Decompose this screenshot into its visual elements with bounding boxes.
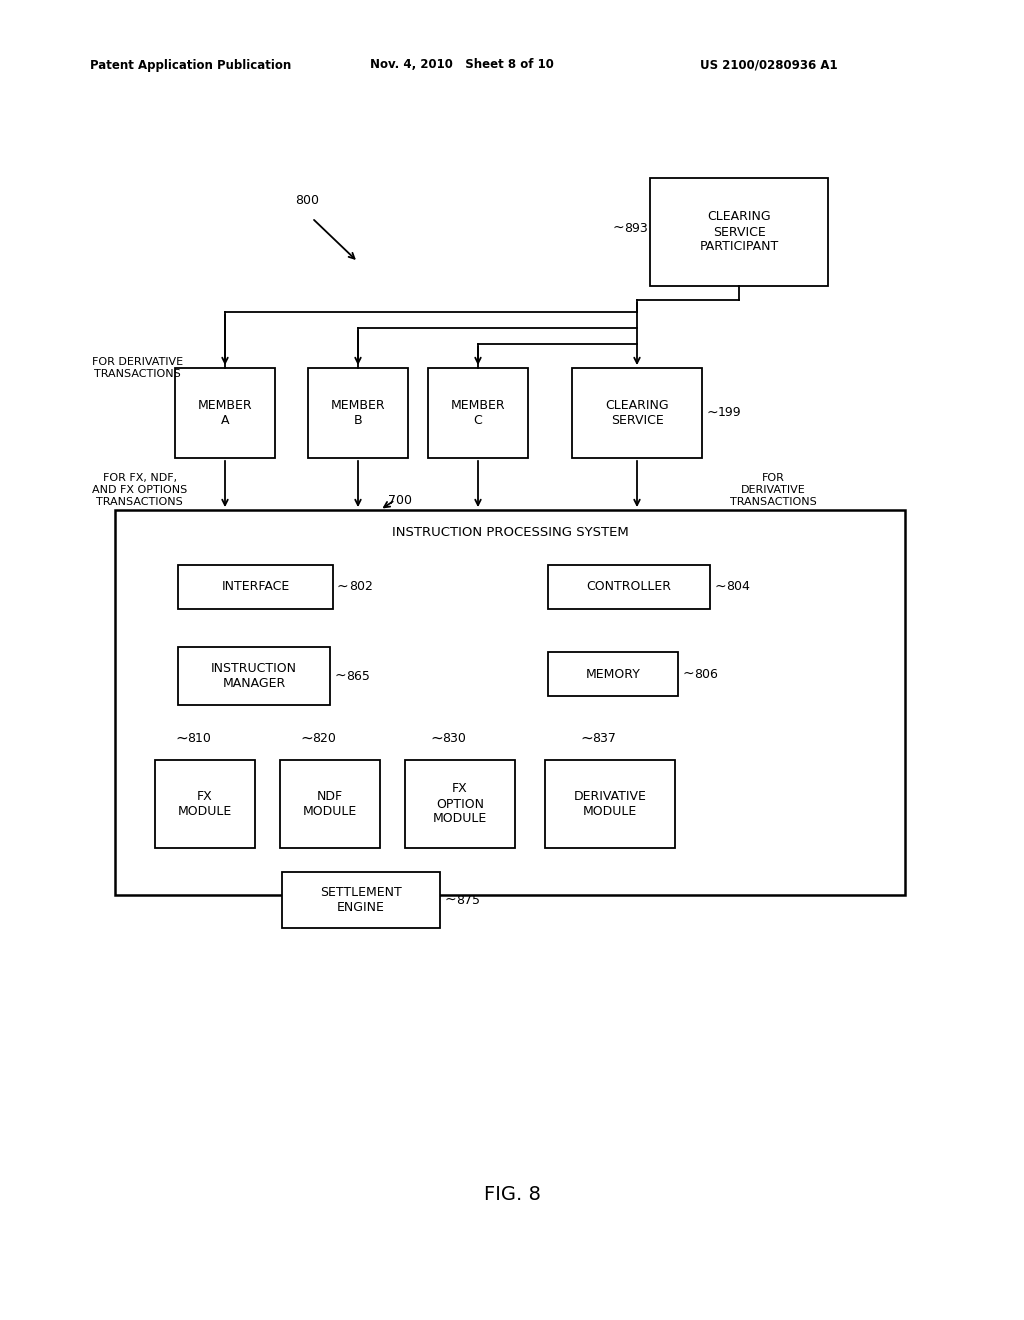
- Text: CONTROLLER: CONTROLLER: [587, 581, 672, 594]
- Text: INTERFACE: INTERFACE: [221, 581, 290, 594]
- Text: 802: 802: [349, 581, 373, 594]
- Text: ~: ~: [175, 730, 187, 746]
- Text: 830: 830: [442, 731, 466, 744]
- Text: Nov. 4, 2010   Sheet 8 of 10: Nov. 4, 2010 Sheet 8 of 10: [370, 58, 554, 71]
- Bar: [282, 873, 440, 928]
- Text: 875: 875: [456, 894, 480, 907]
- Bar: [175, 368, 275, 458]
- Text: 820: 820: [312, 731, 336, 744]
- Text: FIG. 8: FIG. 8: [483, 1185, 541, 1204]
- Text: DERIVATIVE
MODULE: DERIVATIVE MODULE: [573, 789, 646, 818]
- Text: 199: 199: [718, 407, 741, 420]
- Text: CLEARING
SERVICE: CLEARING SERVICE: [605, 399, 669, 426]
- Text: MEMORY: MEMORY: [586, 668, 640, 681]
- Text: 810: 810: [187, 731, 211, 744]
- Text: NDF
MODULE: NDF MODULE: [303, 789, 357, 818]
- Text: ~: ~: [714, 579, 726, 594]
- Text: ~: ~: [334, 669, 346, 682]
- Text: ~: ~: [612, 220, 624, 235]
- Text: FX
OPTION
MODULE: FX OPTION MODULE: [433, 783, 487, 825]
- Text: 804: 804: [726, 581, 750, 594]
- Text: FX
MODULE: FX MODULE: [178, 789, 232, 818]
- Text: FOR DERIVATIVE
TRANSACTIONS: FOR DERIVATIVE TRANSACTIONS: [92, 358, 183, 379]
- Text: ~: ~: [337, 579, 348, 594]
- Bar: [650, 178, 828, 286]
- Bar: [178, 565, 333, 609]
- Bar: [115, 510, 905, 895]
- Bar: [308, 368, 408, 458]
- Bar: [572, 368, 702, 458]
- Text: 837: 837: [592, 731, 615, 744]
- Text: FOR
DERIVATIVE
TRANSACTIONS: FOR DERIVATIVE TRANSACTIONS: [730, 474, 817, 507]
- Bar: [155, 760, 255, 847]
- Text: 806: 806: [694, 668, 718, 681]
- Text: SETTLEMENT
ENGINE: SETTLEMENT ENGINE: [321, 886, 401, 913]
- Bar: [178, 647, 330, 705]
- Text: CLEARING
SERVICE
PARTICIPANT: CLEARING SERVICE PARTICIPANT: [699, 210, 778, 253]
- Text: 893: 893: [624, 222, 648, 235]
- Text: ~: ~: [682, 667, 693, 681]
- Text: MEMBER
B: MEMBER B: [331, 399, 385, 426]
- Bar: [548, 652, 678, 696]
- Text: ~: ~: [300, 730, 312, 746]
- Text: 800: 800: [295, 194, 319, 206]
- Text: 865: 865: [346, 669, 370, 682]
- Text: Patent Application Publication: Patent Application Publication: [90, 58, 291, 71]
- Text: MEMBER
C: MEMBER C: [451, 399, 505, 426]
- Text: ~: ~: [444, 894, 456, 907]
- Text: ~: ~: [580, 730, 593, 746]
- Text: INSTRUCTION
MANAGER: INSTRUCTION MANAGER: [211, 663, 297, 690]
- Text: INSTRUCTION PROCESSING SYSTEM: INSTRUCTION PROCESSING SYSTEM: [391, 525, 629, 539]
- Text: FOR FX, NDF,
AND FX OPTIONS
TRANSACTIONS: FOR FX, NDF, AND FX OPTIONS TRANSACTIONS: [92, 474, 187, 507]
- Text: ~: ~: [430, 730, 442, 746]
- Text: ~: ~: [706, 407, 718, 420]
- Bar: [428, 368, 528, 458]
- Bar: [406, 760, 515, 847]
- Bar: [545, 760, 675, 847]
- Text: MEMBER
A: MEMBER A: [198, 399, 252, 426]
- Text: US 2100/0280936 A1: US 2100/0280936 A1: [700, 58, 838, 71]
- Bar: [280, 760, 380, 847]
- Bar: [548, 565, 710, 609]
- Text: 700: 700: [388, 494, 412, 507]
